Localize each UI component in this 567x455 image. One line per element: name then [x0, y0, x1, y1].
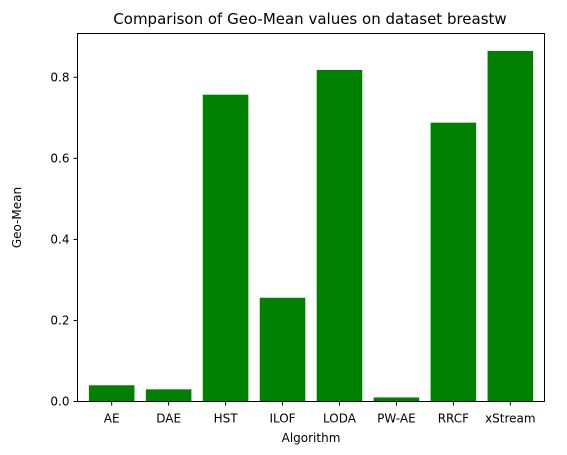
- bar-xstream: [487, 50, 534, 402]
- bar-hst: [202, 94, 249, 402]
- x-tick-label: PW-AE: [377, 412, 415, 426]
- y-tick-label: 0.8: [50, 70, 69, 84]
- bar-rrcf: [430, 122, 477, 402]
- x-tick-label: RRCF: [438, 412, 469, 426]
- plot-frame: [77, 33, 545, 402]
- y-tick-label: 0.6: [50, 151, 69, 165]
- chart-title: Comparison of Geo-Mean values on dataset…: [113, 10, 506, 28]
- x-tick-label: xStream: [485, 412, 536, 426]
- bar-dae: [145, 389, 192, 402]
- x-tick-label: DAE: [156, 412, 181, 426]
- bars-group: [88, 50, 534, 402]
- y-tick-label: 0.4: [50, 232, 69, 246]
- bar-loda: [316, 69, 363, 402]
- bar-pw-ae: [373, 397, 420, 402]
- x-axis-ticks: AE DAE HST ILOF LODA PW-AE RRCF xStream: [104, 401, 536, 426]
- x-tick-label: LODA: [323, 412, 357, 426]
- y-tick-label: 0.2: [50, 313, 69, 327]
- y-tick-label: 0.0: [50, 395, 69, 409]
- bar-ilof: [259, 297, 306, 402]
- x-tick-label: ILOF: [269, 412, 295, 426]
- bar-ae: [88, 385, 135, 402]
- y-axis-ticks: 0.0 0.2 0.4 0.6 0.8: [50, 70, 78, 409]
- x-tick-label: AE: [104, 412, 120, 426]
- y-axis-label: Geo-Mean: [10, 187, 24, 248]
- x-tick-label: HST: [214, 412, 239, 426]
- x-axis-label: Algorithm: [282, 431, 341, 445]
